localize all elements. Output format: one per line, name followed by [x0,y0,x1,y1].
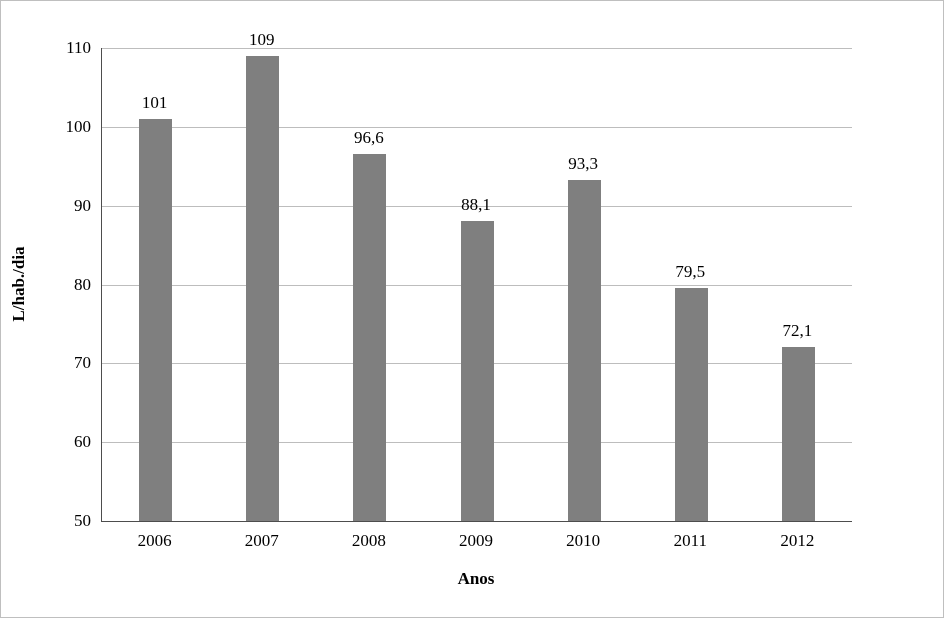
y-tick-label: 70 [74,353,91,373]
bar [781,346,815,521]
bar [246,55,280,521]
bar-value-label: 109 [248,29,275,49]
x-tick-label: 2006 [137,531,172,550]
x-tick-label: 2007 [244,531,279,550]
bar-value-label: 101 [141,92,168,112]
x-tick-label: 2009 [459,531,493,550]
plot-area [101,48,852,522]
bar-value-label: 88,1 [461,194,491,214]
y-axis-title: L/hab./dia [9,246,28,322]
gridline [102,205,852,207]
y-tick-label: 90 [74,195,91,215]
bar [139,118,173,521]
y-tick-label: 100 [65,116,92,136]
x-axis-title: Anos [457,569,495,588]
y-tick-label: 80 [74,274,91,294]
gridline [102,126,852,128]
bar-value-label: 79,5 [675,262,706,282]
bar [567,179,601,521]
bar [674,288,708,521]
x-tick-label: 2008 [351,531,386,550]
y-tick-label: 110 [66,38,91,57]
y-tick-label: 50 [74,511,91,530]
gridline [102,48,852,49]
bar [460,220,494,521]
bar-value-label: 72,1 [782,320,813,340]
y-tick-label: 60 [74,432,91,452]
bar-value-label: 96,6 [353,127,384,147]
x-tick-label: 2010 [566,531,601,550]
bar [353,153,387,521]
bar-value-label: 93,3 [568,153,599,173]
x-tick-label: 2011 [673,531,707,550]
x-tick-label: 2012 [780,531,815,550]
